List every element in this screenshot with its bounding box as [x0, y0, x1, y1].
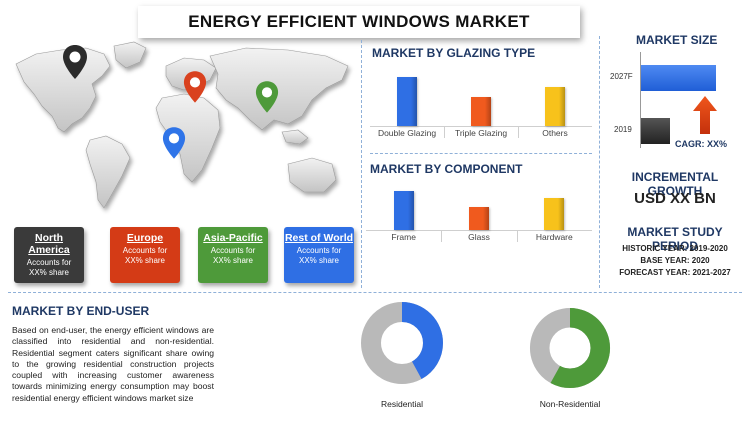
market-size-axis	[640, 52, 641, 148]
residential-label: Residential	[380, 399, 424, 409]
divider-charts	[370, 153, 592, 154]
region-card-asia-pacific: Asia-Pacific Accounts for XX% share	[198, 227, 268, 283]
region-name: Asia-Pacific	[203, 232, 263, 244]
component-title: MARKET BY COMPONENT	[370, 162, 523, 176]
market-size-bar-2019	[641, 118, 670, 144]
region-share: Accounts for XX% share	[210, 246, 256, 265]
component-category-label: Glass	[468, 232, 490, 242]
map-greenland	[113, 41, 147, 69]
page-title: ENERGY EFFICIENT WINDOWS MARKET	[188, 12, 530, 31]
glazing-axis-tick	[444, 126, 445, 138]
glazing-title: MARKET BY GLAZING TYPE	[372, 46, 536, 60]
glazing-bar-double-glazing	[397, 76, 417, 126]
glazing-category-label: Triple Glazing	[454, 128, 508, 138]
map-australia	[287, 157, 337, 193]
world-map	[15, 41, 349, 209]
map-africa	[155, 93, 221, 183]
forecast-year: FORECAST YEAR: 2021-2027	[619, 268, 731, 277]
historic-year: HISTORIC YEAR: 2019-2020	[622, 244, 728, 253]
region-name: North America	[28, 232, 70, 256]
component-bar-glass	[469, 207, 489, 230]
component-bar-frame	[393, 190, 414, 230]
incremental-growth-title: INCREMENTAL GROWTH	[631, 170, 719, 198]
rest-of-world-pin-icon	[162, 127, 186, 159]
glazing-chart: Double Glazing Triple Glazing Others	[370, 68, 592, 140]
divider-left	[361, 40, 362, 288]
growth-arrow-icon	[693, 96, 717, 134]
market-size-title: MARKET SIZE	[636, 33, 718, 47]
component-axis-tick	[516, 230, 518, 242]
end-user-description: Based on end-user, the energy efficient …	[12, 325, 214, 403]
cagr-text: CAGR: XX%	[675, 139, 728, 149]
asia-pacific-pin-icon	[255, 81, 279, 113]
market-size-label-2027: 2027F	[610, 72, 633, 81]
glazing-bar-triple-glazing	[471, 97, 491, 126]
region-card-rest-of-world: Rest of World Accounts for XX% share	[284, 227, 354, 283]
region-share: Accounts for XX% share	[26, 258, 72, 277]
region-share: Accounts for XX% share	[296, 246, 342, 265]
component-chart: Frame Glass Hardware	[366, 184, 592, 244]
page-title-box: ENERGY EFFICIENT WINDOWS MARKET	[138, 6, 580, 38]
region-name: Rest of World	[284, 232, 354, 244]
non-residential-label: Non-Residential	[539, 399, 601, 409]
divider-right	[599, 36, 600, 288]
glazing-axis-baseline	[370, 126, 592, 127]
map-south-america	[85, 135, 131, 209]
residential-donut-segment	[361, 302, 443, 384]
region-name: Europe	[126, 232, 164, 244]
region-card-north-america: North America Accounts for XX% share	[14, 227, 84, 283]
glazing-bar-others	[545, 86, 565, 126]
non-residential-donut-segment	[529, 307, 611, 389]
component-category-label: Frame	[391, 232, 416, 242]
component-category-label: Hardware	[535, 232, 573, 242]
residential-donut-chart	[361, 302, 443, 384]
base-year: BASE YEAR: 2020	[640, 256, 710, 265]
north-america-pin-icon	[63, 45, 87, 79]
map-asia	[209, 47, 349, 131]
study-period-title: MARKET STUDY PERIOD	[627, 225, 723, 253]
glazing-axis-tick	[518, 126, 519, 138]
component-axis-baseline	[366, 230, 592, 231]
region-card-europe: Europe Accounts for XX% share	[110, 227, 180, 283]
market-size-bar-2027	[641, 65, 716, 91]
incremental-growth-value: USD XX BN	[634, 190, 716, 207]
market-size-label-2019: 2019	[614, 125, 632, 134]
map-north-america	[15, 47, 111, 133]
glazing-category-label: Double Glazing	[377, 128, 437, 138]
region-share: Accounts for XX% share	[122, 246, 168, 265]
end-user-title: MARKET BY END-USER	[12, 304, 150, 318]
map-sea-islands	[281, 129, 309, 145]
glazing-category-label: Others	[542, 128, 568, 138]
component-axis-tick	[441, 230, 443, 242]
component-bar-hardware	[544, 197, 565, 230]
divider-horizontal	[8, 292, 742, 293]
europe-pin-icon	[183, 71, 207, 103]
non-residential-donut-chart	[529, 307, 611, 389]
